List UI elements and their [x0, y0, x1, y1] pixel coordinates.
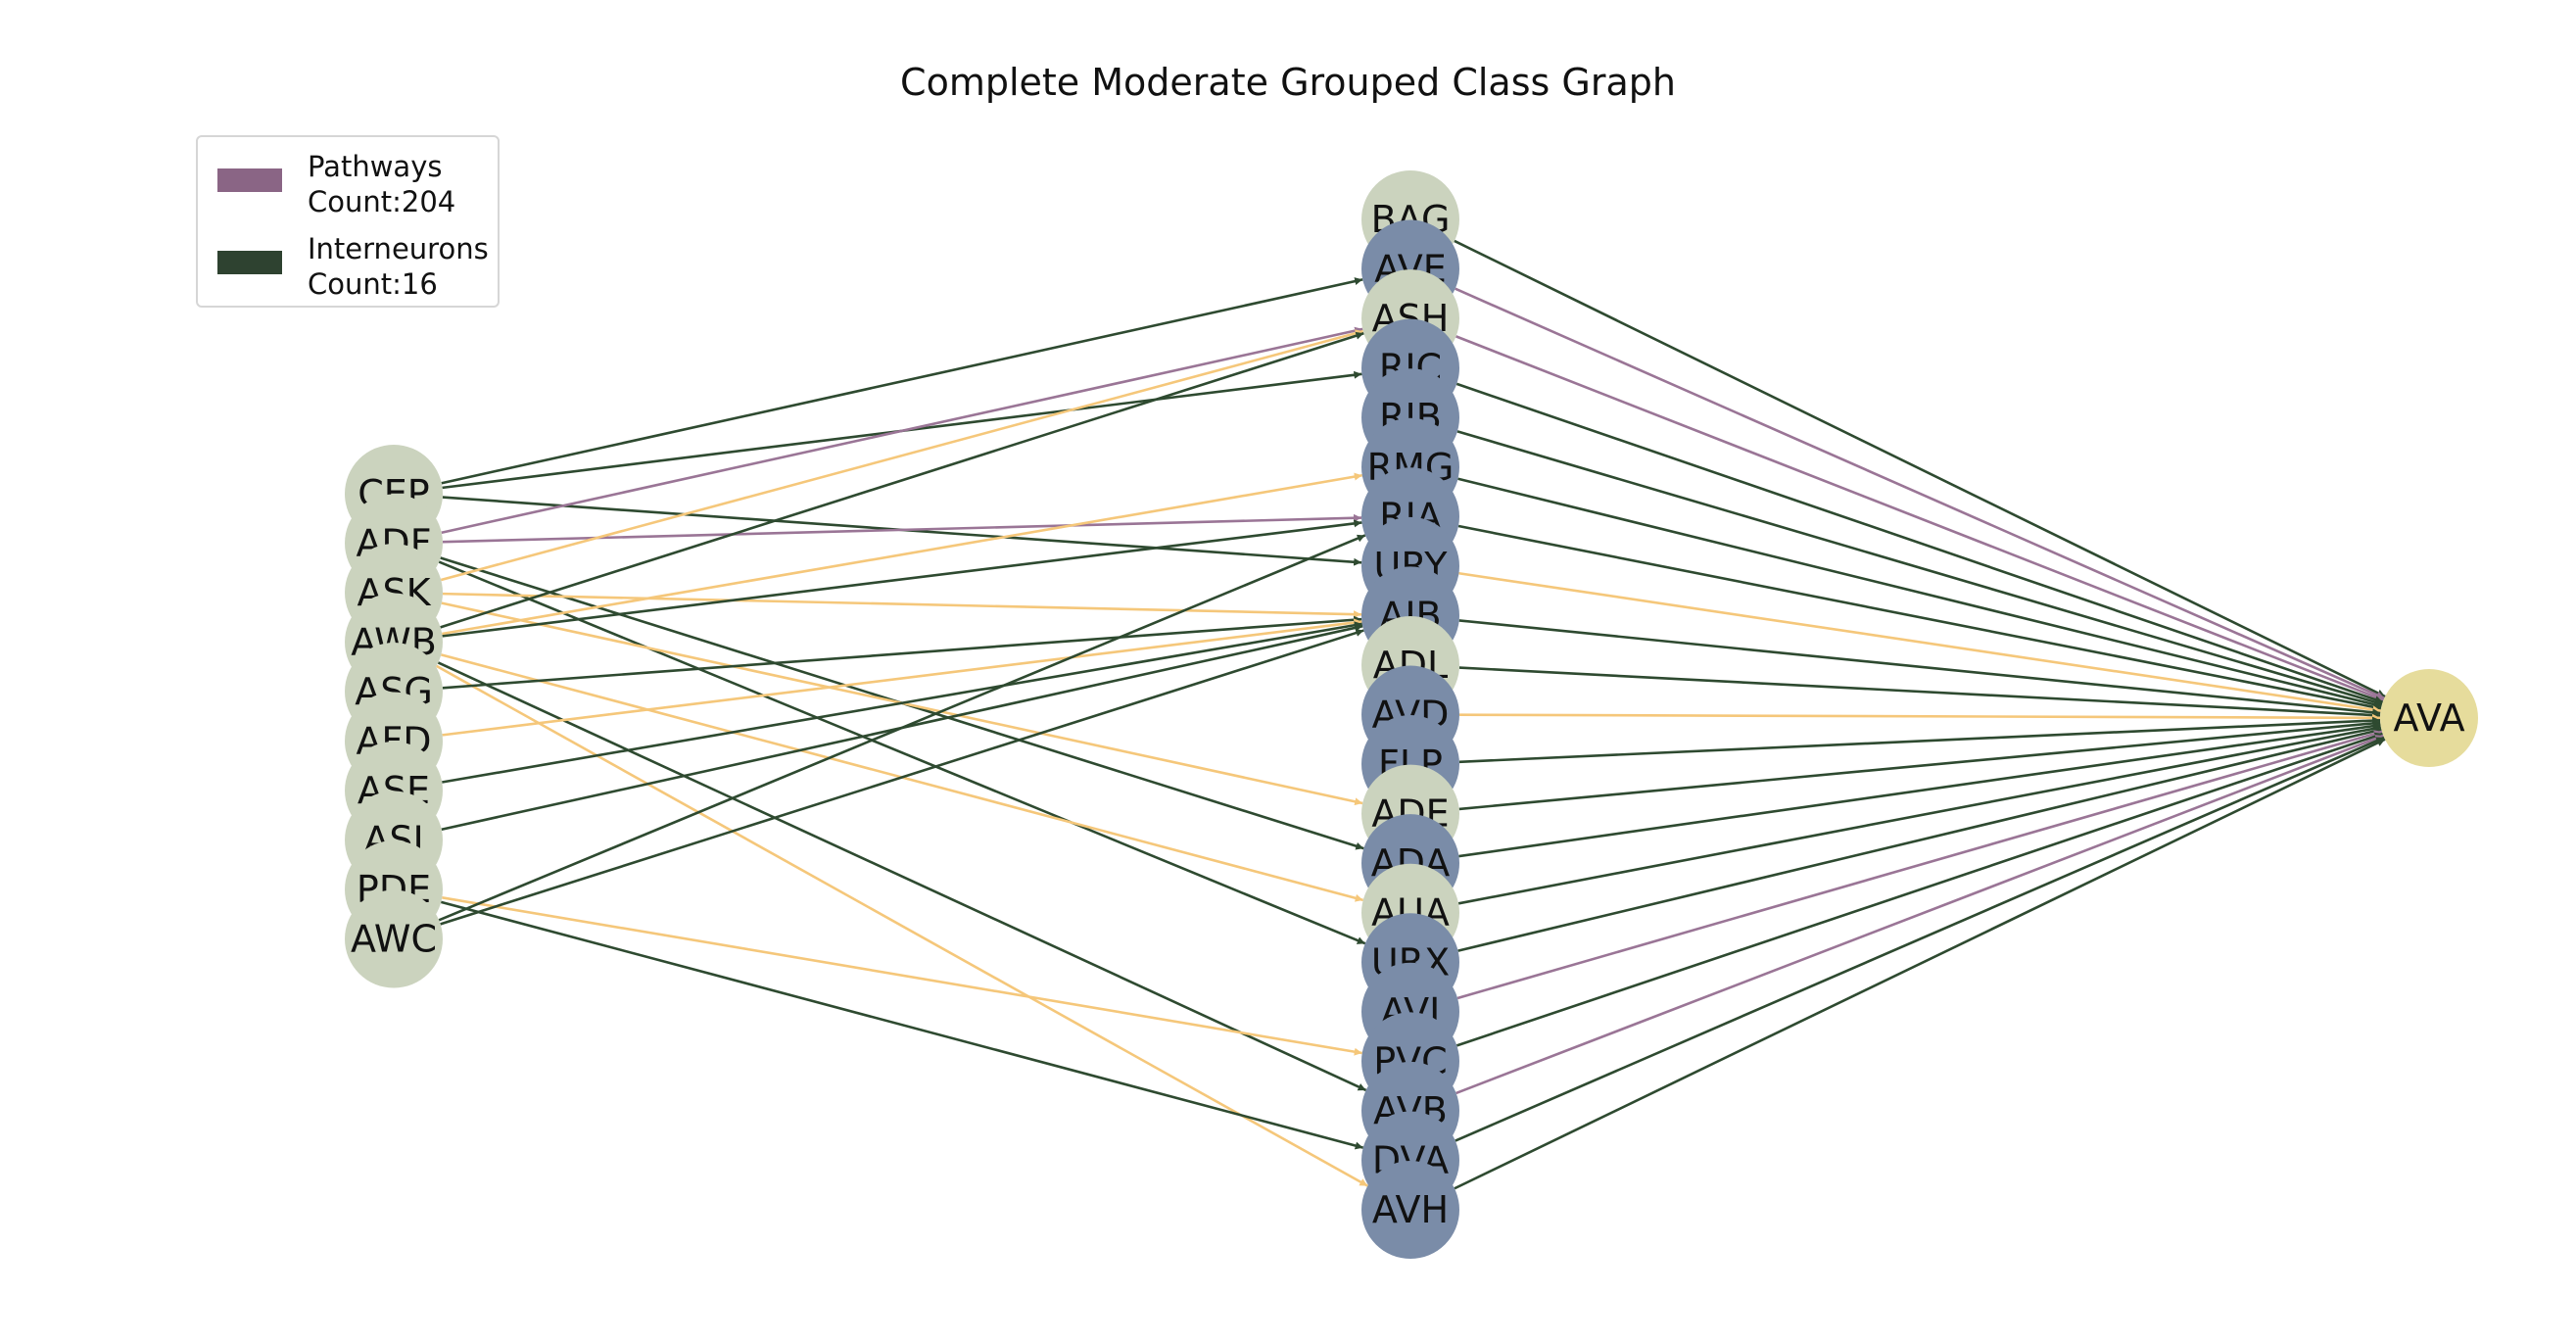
node-label-avh: AVH: [1372, 1188, 1449, 1231]
legend-item-interneurons: Interneurons Count:16: [208, 227, 492, 301]
node-ava: AVA: [2380, 669, 2478, 767]
edge-avj-ava: [1456, 730, 2383, 1000]
edge-ask-aib: [442, 592, 1362, 619]
edge-pde-dva: [440, 900, 1364, 1150]
legend-swatch-interneurons: [217, 251, 282, 274]
node-circle-ava: [2380, 669, 2478, 767]
node-label-ava: AVA: [2393, 696, 2464, 740]
edge-aib-ava: [1458, 619, 2381, 717]
edge-ric-ava: [1455, 382, 2384, 703]
legend-count-interneurons: Count:16: [308, 267, 438, 301]
edge-adf-urx: [438, 560, 1366, 945]
edge-aua-ava: [1457, 724, 2382, 905]
edge-pvc-ava: [1455, 732, 2384, 1047]
edge-avb-ava: [1455, 734, 2384, 1095]
edge-ase-aib: [442, 621, 1362, 784]
node-avh: AVH: [1361, 1161, 1459, 1259]
edge-rmg-ava: [1457, 477, 2382, 709]
node-circle-avh: [1361, 1161, 1459, 1259]
edge-dva-ava: [1455, 736, 2385, 1142]
legend-label-pathways: Pathways: [308, 150, 443, 183]
node-circle-awc: [345, 889, 443, 988]
edge-cep-ave: [441, 277, 1363, 485]
legend-item-pathways: Pathways Count:204: [208, 145, 492, 218]
legend-swatch-pathways: [217, 168, 282, 192]
edge-urx-ava: [1457, 727, 2382, 952]
edge-ria-ava: [1457, 524, 2382, 711]
edge-avh-ava: [1454, 738, 2386, 1190]
legend-text-pathways: Pathways Count:204: [308, 149, 455, 219]
edge-awb-rmg: [442, 472, 1362, 636]
legend-label-interneurons: Interneurons: [308, 232, 489, 265]
edge-awb-avh: [436, 664, 1368, 1187]
edge-rib-ava: [1456, 430, 2383, 706]
node-awc: AWC: [345, 889, 443, 988]
nodes-layer: CEPADFASKAWBASGAFDASEASIPDEAWCBAGAVEASHR…: [345, 170, 2478, 1259]
edge-ada-ava: [1458, 722, 2381, 858]
edge-avd-ava: [1458, 713, 2381, 722]
edge-adf-ash: [441, 326, 1363, 534]
edge-awb-avb: [437, 661, 1367, 1092]
edge-ury-ava: [1458, 571, 2381, 714]
edges-layer: [436, 239, 2386, 1190]
edge-ask-ash: [440, 329, 1364, 582]
edge-bag-ava: [1454, 239, 2386, 698]
edge-flp-ava: [1458, 716, 2381, 764]
edge-afd-aib: [442, 618, 1362, 737]
edge-adl-ava: [1458, 666, 2381, 719]
edge-ave-ava: [1455, 287, 2385, 700]
edge-awb-ria: [442, 519, 1362, 638]
edge-ade-ava: [1458, 719, 2381, 811]
legend-count-pathways: Count:204: [308, 185, 456, 218]
edge-ash-ava: [1455, 335, 2384, 701]
diagram-title: Complete Moderate Grouped Class Graph: [900, 61, 1676, 104]
edge-asg-aib: [442, 615, 1362, 690]
edge-awc-aib: [440, 629, 1364, 926]
legend: Pathways Count:204 Interneurons Count:16: [196, 135, 500, 308]
legend-text-interneurons: Interneurons Count:16: [308, 231, 489, 302]
node-label-awc: AWC: [351, 918, 437, 961]
edge-awb-ash: [440, 331, 1364, 629]
edge-awc-ria: [438, 534, 1366, 922]
edge-pde-pvc: [442, 896, 1362, 1056]
edge-adf-ria: [442, 513, 1362, 544]
